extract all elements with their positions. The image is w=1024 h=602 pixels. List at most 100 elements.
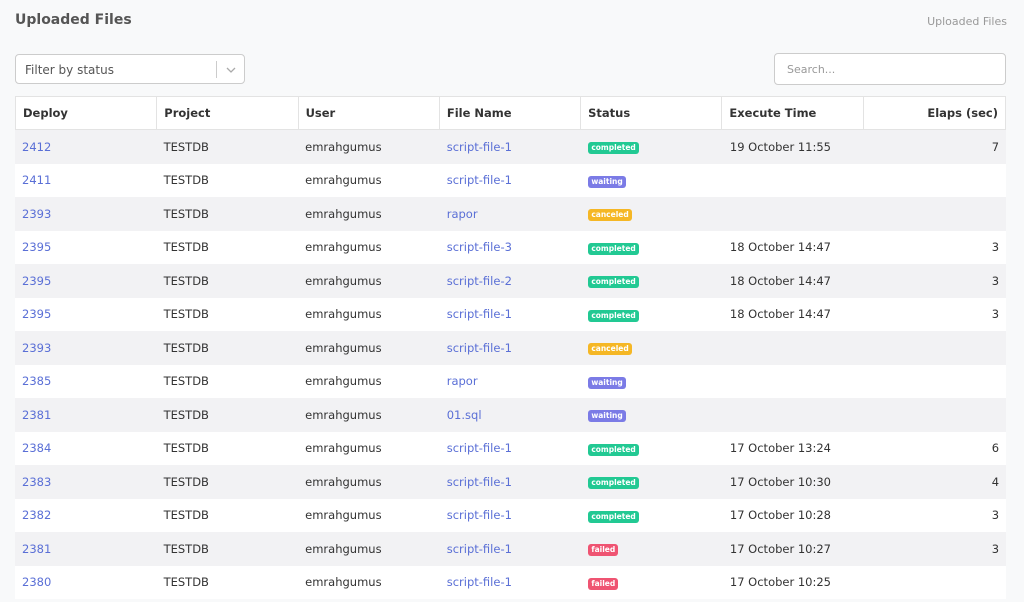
- column-header[interactable]: User: [299, 97, 440, 129]
- table-row: 2382 TESTDB emrahgumus script-file-1 complet…: [15, 498, 1006, 532]
- cell: 2395: [15, 274, 157, 288]
- deploy-link[interactable]: 2381: [22, 407, 52, 422]
- project-text: TESTDB: [163, 407, 209, 422]
- table-row: 2395 TESTDB emrahgumus script-file-2 complet…: [15, 264, 1006, 298]
- cell: 18 October 14:47: [723, 307, 865, 321]
- user-text: emrahgumus: [305, 340, 382, 355]
- column-header[interactable]: Deploy: [16, 97, 158, 129]
- deploy-link[interactable]: 2384: [22, 441, 52, 456]
- cell: 19 October 11:55: [723, 140, 865, 154]
- separator: [216, 61, 217, 78]
- column-header[interactable]: Status: [581, 97, 723, 129]
- cell: TESTDB: [157, 542, 299, 556]
- project-text: TESTDB: [163, 139, 209, 154]
- cell: 2383: [15, 475, 157, 489]
- cell: 2380: [15, 575, 157, 589]
- column-header[interactable]: Execute Time: [722, 97, 864, 129]
- cell: 2412: [15, 140, 157, 154]
- column-header[interactable]: File Name: [440, 97, 582, 129]
- project-text: TESTDB: [163, 173, 209, 188]
- deploy-link[interactable]: 2395: [22, 273, 52, 288]
- project-text: TESTDB: [163, 206, 209, 221]
- file-link[interactable]: script-file-1: [446, 173, 512, 188]
- column-header[interactable]: Project: [157, 97, 299, 129]
- cell: completed: [581, 273, 723, 289]
- cell: script-file-3: [440, 240, 582, 254]
- user-text: emrahgumus: [305, 541, 382, 556]
- cell: TESTDB: [157, 475, 299, 489]
- cell: 3: [864, 240, 1006, 254]
- cell: TESTDB: [157, 274, 299, 288]
- cell: waiting: [581, 407, 723, 423]
- deploy-link[interactable]: 2380: [22, 575, 52, 590]
- status-badge: failed: [588, 544, 619, 557]
- breadcrumb[interactable]: Uploaded Files: [927, 15, 1007, 28]
- status-badge: canceled: [588, 209, 632, 222]
- cell: TESTDB: [157, 575, 299, 589]
- deploy-link[interactable]: 2385: [22, 374, 52, 389]
- cell: TESTDB: [157, 508, 299, 522]
- file-link[interactable]: script-file-1: [446, 139, 512, 154]
- cell: TESTDB: [157, 441, 299, 455]
- status-filter[interactable]: Filter by status: [15, 54, 245, 84]
- file-link[interactable]: script-file-1: [446, 307, 512, 322]
- cell: emrahgumus: [298, 307, 440, 321]
- deploy-link[interactable]: 2383: [22, 474, 52, 489]
- file-link[interactable]: script-file-1: [446, 541, 512, 556]
- cell: emrahgumus: [298, 173, 440, 187]
- deploy-link[interactable]: 2412: [22, 139, 52, 154]
- cell: script-file-1: [440, 575, 582, 589]
- file-link[interactable]: script-file-1: [446, 441, 512, 456]
- deploy-link[interactable]: 2393: [22, 340, 52, 355]
- user-text: emrahgumus: [305, 173, 382, 188]
- file-link[interactable]: script-file-3: [446, 240, 512, 255]
- user-text: emrahgumus: [305, 139, 382, 154]
- file-link[interactable]: 01.sql: [446, 407, 482, 422]
- column-header[interactable]: Elaps (sec): [927, 106, 998, 120]
- time-text: 17 October 13:24: [729, 441, 831, 456]
- cell: canceled: [581, 206, 723, 222]
- cell: 17 October 10:30: [723, 475, 865, 489]
- cell: TESTDB: [157, 140, 299, 154]
- project-text: TESTDB: [163, 575, 209, 590]
- cell: completed: [581, 307, 723, 322]
- cell: emrahgumus: [298, 374, 440, 388]
- cell: emrahgumus: [298, 542, 440, 556]
- table-row: 2383 TESTDB emrahgumus script-file-1 complet…: [15, 465, 1006, 499]
- deploy-link[interactable]: 2393: [22, 206, 52, 221]
- cell: script-file-1: [440, 307, 582, 321]
- cell: 18 October 14:47: [723, 274, 865, 288]
- file-link[interactable]: script-file-1: [446, 508, 512, 523]
- cell: completed: [581, 240, 723, 255]
- table: Deploy Project User File Name Status Execute …: [15, 96, 1006, 599]
- cell: 4: [864, 475, 1006, 489]
- deploy-link[interactable]: 2395: [22, 307, 52, 322]
- page-title: Uploaded Files: [15, 12, 132, 28]
- cell: 17 October 13:24: [723, 441, 865, 455]
- file-link[interactable]: script-file-1: [446, 575, 512, 590]
- file-link[interactable]: script-file-2: [446, 273, 512, 288]
- cell: completed: [581, 139, 723, 155]
- file-link[interactable]: script-file-1: [446, 474, 512, 489]
- cell: 2393: [15, 207, 157, 221]
- project-text: TESTDB: [163, 273, 209, 288]
- table-row: 2395 TESTDB emrahgumus script-file-3 complet…: [15, 230, 1006, 264]
- cell: emrahgumus: [298, 508, 440, 522]
- cell: TESTDB: [157, 374, 299, 388]
- deploy-link[interactable]: 2411: [22, 173, 52, 188]
- deploy-link[interactable]: 2395: [22, 240, 52, 255]
- cell: 2385: [15, 374, 157, 388]
- status-badge: completed: [588, 309, 639, 322]
- cell: TESTDB: [157, 207, 299, 221]
- search-box[interactable]: Search...: [774, 53, 1006, 85]
- deploy-link[interactable]: 2381: [22, 541, 52, 556]
- deploy-link[interactable]: 2382: [22, 508, 52, 523]
- file-link[interactable]: rapor: [446, 206, 478, 221]
- file-link[interactable]: rapor: [446, 374, 478, 389]
- cell: TESTDB: [157, 240, 299, 254]
- elaps-text: 4: [991, 474, 1000, 489]
- file-link[interactable]: script-file-1: [446, 340, 512, 355]
- cell: 17 October 10:25: [723, 575, 865, 589]
- search-placeholder: Search...: [787, 63, 836, 76]
